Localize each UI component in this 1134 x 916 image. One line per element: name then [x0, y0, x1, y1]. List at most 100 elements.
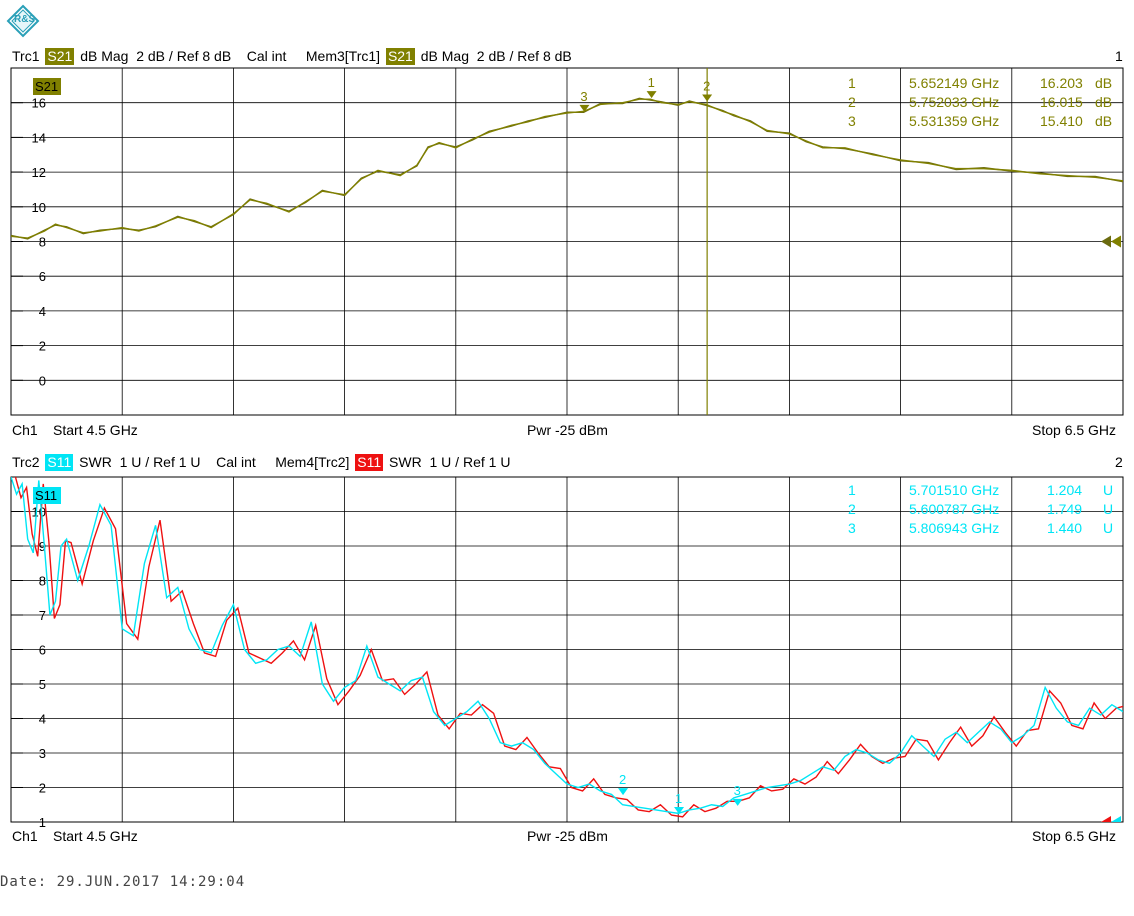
trace-label-tag [33, 487, 61, 504]
y-tick-label: 8 [39, 574, 46, 589]
marker-table-id: 1 [848, 482, 856, 498]
y-tick-label: 9 [39, 539, 46, 554]
param-tag[interactable]: S21 [45, 48, 75, 65]
marker-table-id: 2 [848, 94, 856, 110]
rs-logo-text: R&S [14, 14, 36, 25]
ref-level-arrow [1111, 235, 1121, 248]
mem-param-tag[interactable]: S21 [385, 48, 415, 65]
marker-table-value: 1.204 [1047, 482, 1082, 498]
marker-table-value: 15.410 [1040, 113, 1083, 129]
y-tick-label: 14 [32, 130, 46, 145]
marker-3-label: 3 [580, 89, 587, 104]
scale[interactable]: 1 U / [119, 454, 150, 470]
marker-1-label: 1 [648, 75, 655, 90]
marker-table-freq: 5.531359 GHz [909, 113, 999, 129]
y-tick-label: 10 [32, 200, 46, 215]
marker-table-id: 3 [848, 520, 856, 536]
bottom-stop-freq[interactable]: Stop 6.5 GHz [1032, 828, 1117, 844]
marker-table-id: 2 [848, 501, 856, 517]
scale[interactable]: 2 dB / [136, 48, 173, 64]
top-stop-freq[interactable]: Stop 6.5 GHz [1032, 422, 1117, 438]
mem-format[interactable]: SWR [389, 454, 422, 470]
y-tick-label: 6 [39, 269, 46, 284]
marker-table-unit: U [1103, 482, 1113, 498]
trace-label-text: S21 [35, 79, 58, 94]
trace-name[interactable]: Trc1 [12, 48, 40, 64]
mem-format[interactable]: dB Mag [420, 48, 469, 64]
marker-table-unit: U [1103, 501, 1113, 517]
bottom-start-freq[interactable]: Start 4.5 GHz [53, 828, 138, 844]
marker-table-unit: dB [1095, 113, 1112, 129]
y-tick-label: 8 [39, 235, 46, 250]
ref-level-arrow [1101, 816, 1111, 822]
marker-table-unit: dB [1095, 75, 1112, 91]
trace-trc2 [11, 477, 1123, 815]
top-diagram-index: 1 [1115, 48, 1123, 64]
trace-trc1 [11, 98, 1123, 239]
mem-ref-level[interactable]: Ref 8 dB [517, 48, 572, 64]
diagram-frame [10, 476, 1124, 823]
trace-mem3-trc1- [11, 97, 1123, 240]
y-tick-label: 16 [32, 96, 46, 111]
y-tick-label: 7 [39, 608, 46, 623]
bottom-diagram-index: 2 [1115, 454, 1123, 470]
y-tick-label: 4 [39, 712, 46, 727]
marker-table-freq: 5.752033 GHz [909, 94, 999, 110]
mem-scale[interactable]: 1 U / [429, 454, 460, 470]
rs-logo-icon [6, 4, 40, 38]
trace-mem4-trc2- [14, 477, 1123, 818]
trace-label-tag [33, 78, 61, 95]
ref-level[interactable]: Ref 8 dB [176, 48, 232, 64]
marker-1-triangle [674, 806, 685, 814]
mem-scale[interactable]: 2 dB / [476, 48, 514, 64]
mem-ref-level[interactable]: Ref 1 U [462, 454, 511, 470]
y-tick-label: 10 [32, 505, 46, 520]
mem-trace-name[interactable]: Mem4[Trc2] [275, 454, 350, 470]
top-start-freq[interactable]: Start 4.5 GHz [53, 422, 138, 438]
cal-status: Cal int [216, 454, 256, 470]
marker-table-value: 16.203 [1040, 75, 1083, 91]
marker-table-freq: 5.652149 GHz [909, 75, 999, 91]
y-tick-label: 5 [39, 677, 46, 692]
bottom-power[interactable]: Pwr -25 dBm [527, 828, 608, 844]
marker-table-value: 16.015 [1040, 94, 1083, 110]
trace-name[interactable]: Trc2 [12, 454, 40, 470]
marker-2-label: 2 [703, 78, 710, 93]
format[interactable]: SWR [79, 454, 112, 470]
marker-table-value: 1.749 [1047, 501, 1082, 517]
s11-panel: 1 2 3 4 5 6 7 8 9 10 S11 1 2 3 1 5.701510 GHz 1.204 U 2 5.6… [10, 476, 1124, 830]
marker-2-triangle [618, 788, 629, 796]
mem-trace-name[interactable]: Mem3[Trc1] [305, 48, 381, 64]
bottom-channel-label: Ch1 [12, 828, 38, 844]
trace-label-text: S11 [35, 488, 57, 503]
top-trace-header: Trc1 S21 dB Mag 2 dB / Ref 8 dB Cal int … [12, 47, 572, 65]
mem-param-tag[interactable]: S11 [355, 454, 384, 471]
y-tick-label: 6 [39, 643, 46, 658]
y-tick-label: 1 [39, 815, 46, 830]
y-tick-label: 4 [39, 304, 46, 319]
marker-table-freq: 5.806943 GHz [909, 520, 999, 536]
rs-logo: R&S [6, 4, 40, 38]
marker-3-label: 3 [734, 783, 741, 798]
marker-table-freq: 5.701510 GHz [909, 482, 999, 498]
bottom-trace-header: Trc2 S11 SWR 1 U / Ref 1 U Cal int Mem4[… [12, 453, 510, 471]
cal-status: Cal int [246, 48, 287, 64]
date-stamp: Date: 29.JUN.2017 14:29:04 [0, 874, 246, 890]
marker-table-freq: 5.600787 GHz [909, 501, 999, 517]
ref-level-arrow [1101, 235, 1111, 248]
marker-table-unit: U [1103, 520, 1113, 536]
top-power[interactable]: Pwr -25 dBm [527, 422, 608, 438]
format[interactable]: dB Mag [80, 48, 129, 64]
marker-1-label: 1 [675, 791, 682, 806]
param-tag[interactable]: S11 [45, 454, 74, 471]
y-tick-label: 3 [39, 746, 46, 761]
y-tick-label: 12 [32, 165, 46, 180]
y-tick-label: 0 [39, 373, 46, 388]
top-channel-label: Ch1 [12, 422, 38, 438]
marker-2-triangle [702, 94, 713, 102]
y-tick-label: 2 [39, 781, 46, 796]
y-tick-label: 2 [39, 339, 46, 354]
marker-2-label: 2 [619, 772, 626, 787]
ref-level[interactable]: Ref 1 U [153, 454, 201, 470]
